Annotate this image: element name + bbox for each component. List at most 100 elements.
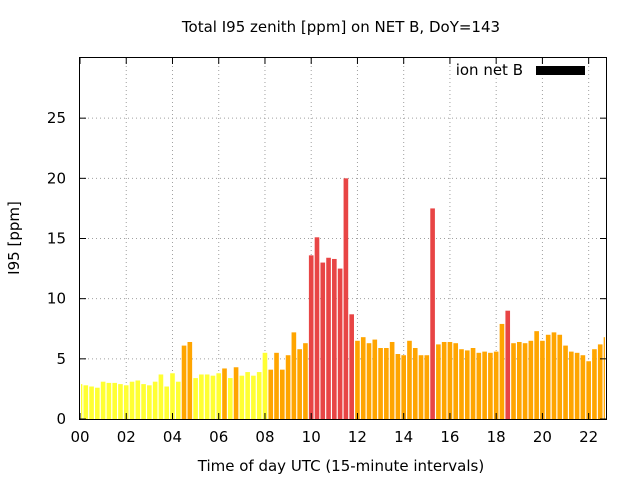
x-tick-label: 04 bbox=[163, 428, 182, 446]
bar bbox=[384, 348, 389, 419]
x-tick-label: 22 bbox=[579, 428, 598, 446]
bars bbox=[81, 178, 605, 419]
bar bbox=[193, 378, 198, 419]
bar bbox=[366, 343, 372, 419]
bar bbox=[569, 351, 574, 419]
bar bbox=[170, 373, 175, 419]
bar bbox=[222, 368, 227, 419]
bar bbox=[147, 385, 152, 419]
bar bbox=[164, 386, 170, 419]
bar bbox=[343, 178, 349, 419]
x-tick-label: 12 bbox=[348, 428, 367, 446]
bar bbox=[118, 384, 123, 419]
bar bbox=[187, 341, 193, 419]
bar bbox=[418, 355, 424, 419]
bar bbox=[407, 340, 412, 419]
x-tick-label: 00 bbox=[70, 428, 89, 446]
bar bbox=[308, 255, 314, 419]
bar bbox=[100, 381, 106, 419]
bar bbox=[580, 355, 586, 419]
bar bbox=[447, 341, 453, 419]
bar bbox=[476, 352, 482, 419]
bar bbox=[482, 351, 487, 419]
bar bbox=[441, 341, 447, 419]
bar bbox=[251, 375, 256, 419]
bar bbox=[332, 258, 337, 419]
bar bbox=[436, 344, 441, 419]
y-axis-ticks: 0 5 10 15 20 25 bbox=[47, 109, 606, 428]
y-tick-label: 25 bbox=[47, 109, 66, 127]
bar bbox=[493, 351, 499, 419]
y-tick-label: 15 bbox=[47, 230, 66, 248]
bar bbox=[349, 314, 354, 419]
legend: ion net B bbox=[456, 61, 585, 79]
bar bbox=[592, 349, 597, 419]
bar bbox=[135, 380, 141, 419]
bar bbox=[378, 348, 383, 419]
bar bbox=[199, 374, 204, 419]
bar bbox=[516, 341, 522, 419]
bar bbox=[326, 257, 331, 419]
bar bbox=[129, 381, 135, 419]
bar bbox=[563, 345, 568, 419]
bar bbox=[401, 355, 407, 419]
bar bbox=[372, 339, 378, 419]
bar bbox=[499, 323, 505, 419]
bar bbox=[505, 310, 511, 419]
bar bbox=[470, 348, 476, 419]
bar bbox=[314, 237, 320, 419]
bar bbox=[291, 332, 297, 419]
bar bbox=[83, 385, 89, 419]
bar bbox=[95, 387, 100, 419]
bar bbox=[239, 375, 245, 419]
bar bbox=[360, 337, 366, 419]
legend-swatch bbox=[536, 66, 585, 75]
chart-title: Total I95 zenith [ppm] on NET B, DoY=143 bbox=[181, 18, 500, 36]
bar bbox=[453, 343, 459, 419]
bar bbox=[216, 373, 222, 419]
bar bbox=[106, 382, 112, 419]
bar bbox=[430, 208, 435, 419]
bar bbox=[557, 334, 563, 419]
x-tick-label: 08 bbox=[255, 428, 274, 446]
bar bbox=[597, 344, 603, 419]
bar bbox=[158, 374, 164, 419]
bar bbox=[285, 355, 291, 419]
bar bbox=[355, 340, 360, 419]
bar bbox=[227, 378, 233, 419]
y-tick-label: 20 bbox=[47, 169, 66, 187]
legend-label: ion net B bbox=[456, 61, 523, 79]
bar bbox=[256, 372, 262, 419]
bar bbox=[603, 337, 605, 419]
bar bbox=[89, 386, 94, 419]
bar bbox=[181, 345, 187, 419]
x-tick-label: 20 bbox=[533, 428, 552, 446]
bar bbox=[141, 384, 146, 419]
bar bbox=[297, 349, 302, 419]
bar bbox=[268, 369, 274, 419]
bar bbox=[528, 340, 534, 419]
bar bbox=[262, 352, 268, 419]
bar bbox=[395, 354, 401, 419]
bar bbox=[511, 343, 516, 419]
bar bbox=[534, 331, 539, 419]
bar bbox=[389, 341, 395, 419]
x-axis-label: Time of day UTC (15-minute intervals) bbox=[197, 457, 484, 475]
bar bbox=[545, 334, 551, 419]
bar bbox=[210, 375, 216, 419]
bar bbox=[123, 385, 129, 419]
bar bbox=[320, 262, 326, 419]
bar bbox=[412, 348, 418, 419]
x-tick-label: 18 bbox=[487, 428, 506, 446]
bar bbox=[586, 361, 591, 419]
y-tick-label: 10 bbox=[47, 290, 66, 308]
x-axis-ticks: 00 02 04 06 08 10 12 14 16 18 20 22 bbox=[70, 58, 598, 446]
bar bbox=[152, 381, 158, 419]
bar bbox=[459, 349, 464, 419]
bar bbox=[81, 384, 83, 419]
bar bbox=[424, 355, 430, 419]
y-tick-label: 5 bbox=[56, 350, 66, 368]
bar bbox=[112, 382, 117, 419]
plot-frame bbox=[79, 57, 607, 420]
x-tick-label: 10 bbox=[302, 428, 321, 446]
